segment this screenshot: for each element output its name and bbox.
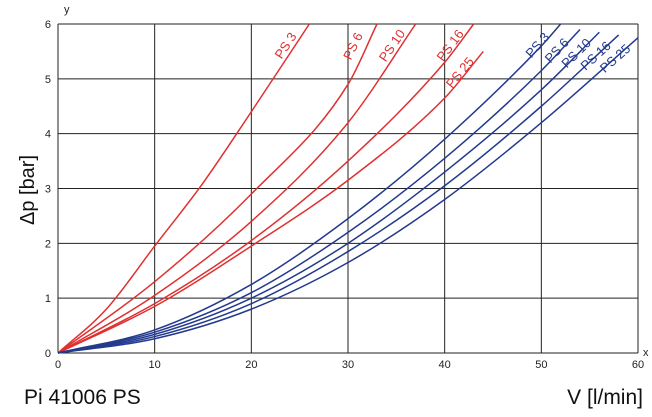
y-axis-letter: y — [64, 4, 70, 16]
x-tick-label: 10 — [149, 359, 161, 371]
y-tick-label: 1 — [45, 293, 51, 305]
x-tick-label: 0 — [55, 359, 61, 371]
chart-subtitle: Pi 41006 PS — [24, 386, 141, 409]
y-tick-label: 4 — [45, 129, 51, 141]
y-tick-label: 3 — [45, 184, 51, 196]
grid — [57, 23, 639, 354]
series-line-red-ps-6 — [57, 23, 378, 354]
y-tick-label: 0 — [45, 348, 51, 360]
x-tick-label: 40 — [439, 359, 451, 371]
x-axis-letter: x — [643, 347, 649, 359]
x-tick-label: 60 — [632, 359, 644, 371]
series-line-red-ps-3 — [57, 23, 310, 354]
series-line-blue-ps-16 — [57, 34, 620, 354]
x-tick-label: 50 — [535, 359, 547, 371]
y-tick-label: 2 — [45, 238, 51, 250]
y-axis-title: Δp [bar] — [17, 155, 39, 225]
series-line-blue-ps-25 — [57, 37, 639, 354]
y-tick-labels: 0 1 2 3 4 5 6 — [45, 19, 51, 360]
x-tick-label: 30 — [342, 359, 354, 371]
x-axis-title: V [l/min] — [567, 386, 643, 409]
series-line-red-ps-16 — [57, 23, 475, 354]
series-line-red-ps-25 — [57, 50, 484, 354]
series-line-red-ps-10 — [57, 23, 417, 354]
x-tick-labels: 0 10 20 30 40 50 60 — [55, 359, 644, 371]
series-label-red-ps-10: PS 10 — [376, 27, 408, 65]
series-lines — [57, 23, 639, 354]
y-tick-label: 5 — [45, 74, 51, 86]
x-tick-label: 20 — [245, 359, 257, 371]
series-line-blue-ps-3 — [57, 23, 562, 354]
series-line-blue-ps-10 — [57, 31, 600, 354]
y-tick-label: 6 — [45, 19, 51, 31]
series-line-blue-ps-6 — [57, 28, 581, 354]
